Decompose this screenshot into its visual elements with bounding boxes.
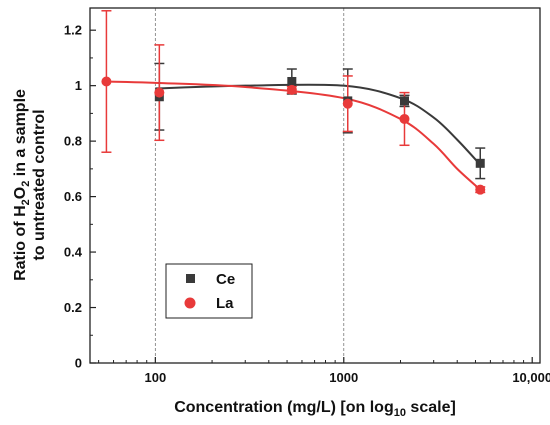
fit-curves <box>106 80 481 191</box>
x-tick-label: 100 <box>144 370 166 385</box>
y-axis-title-line1: Ratio of H2O2 in a sample <box>12 89 32 281</box>
grid-lines <box>154 8 345 363</box>
data-point-ce <box>287 76 297 86</box>
y-tick-label: 0.4 <box>64 245 83 260</box>
data-point-la <box>286 84 297 95</box>
data-point-la <box>342 98 353 109</box>
data-point-la <box>399 113 410 124</box>
data-points <box>101 76 486 195</box>
y-tick-label: 1 <box>75 78 82 93</box>
legend-label-la: La <box>216 295 234 312</box>
legend-marker-ce <box>186 274 195 283</box>
y-axis-title-line2: to untreated control <box>31 109 48 260</box>
y-axis: 0 0.2 0.4 0.6 0.8 1 1.2 <box>64 23 96 371</box>
legend-box <box>165 263 253 319</box>
error-bars <box>101 10 486 194</box>
x-tick-label: 10,000 <box>512 370 550 385</box>
data-point-ce <box>399 96 409 106</box>
legend-marker-la <box>184 297 196 309</box>
data-point-ce <box>475 158 485 168</box>
x-tick-label: 1000 <box>329 370 358 385</box>
data-point-la <box>101 76 112 87</box>
x-axis: 100 1000 10,000 <box>98 357 550 385</box>
y-tick-label: 0.6 <box>64 189 82 204</box>
plot-frame <box>89 7 541 364</box>
y-tick-label: 1.2 <box>64 23 82 38</box>
x-axis-title: Concentration (mg/L) [on log10 scale] <box>174 399 456 419</box>
fit-curve-ce <box>155 83 481 166</box>
y-tick-label: 0.8 <box>64 134 82 149</box>
y-tick-label: 0.2 <box>64 300 82 315</box>
legend: Ce La <box>165 263 253 319</box>
fit-curve-la <box>106 80 481 191</box>
y-tick-label: 0 <box>75 356 82 371</box>
legend-label-ce: Ce <box>216 271 235 288</box>
data-point-la <box>154 87 165 98</box>
data-point-la <box>475 184 486 195</box>
